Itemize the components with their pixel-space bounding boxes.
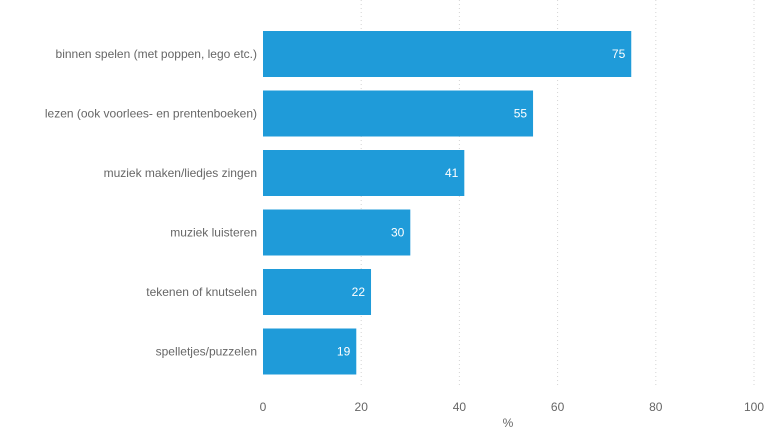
data-label: 30 xyxy=(391,226,405,240)
category-label: lezen (ook voorlees- en prentenboeken) xyxy=(45,107,257,121)
bars xyxy=(263,31,632,375)
x-tick-label: 20 xyxy=(355,400,369,414)
category-label: muziek maken/liedjes zingen xyxy=(104,166,257,180)
bar xyxy=(263,31,632,77)
data-label: 22 xyxy=(352,285,366,299)
x-tick-label: 0 xyxy=(260,400,267,414)
x-tick-label: 40 xyxy=(453,400,467,414)
bar xyxy=(263,328,357,375)
data-label: 41 xyxy=(445,166,459,180)
data-label: 55 xyxy=(514,107,528,121)
x-axis-title: % xyxy=(503,416,514,430)
category-label: spelletjes/puzzelen xyxy=(156,345,257,359)
x-axis-ticks: 0 20 40 60 80 100 xyxy=(260,400,765,414)
category-labels: binnen spelen (met poppen, lego etc.) lez… xyxy=(45,47,257,359)
bar xyxy=(263,269,372,315)
data-label: 19 xyxy=(337,345,351,359)
category-label: muziek luisteren xyxy=(170,226,257,240)
data-label: 75 xyxy=(612,47,626,61)
x-tick-label: 80 xyxy=(649,400,663,414)
bar xyxy=(263,90,534,137)
data-labels: 75 55 41 30 22 19 xyxy=(337,47,626,359)
category-label: tekenen of knutselen xyxy=(146,285,257,299)
x-tick-label: 100 xyxy=(744,400,764,414)
x-tick-label: 60 xyxy=(551,400,565,414)
bar xyxy=(263,150,465,196)
category-label: binnen spelen (met poppen, lego etc.) xyxy=(56,47,257,61)
bar xyxy=(263,209,411,256)
